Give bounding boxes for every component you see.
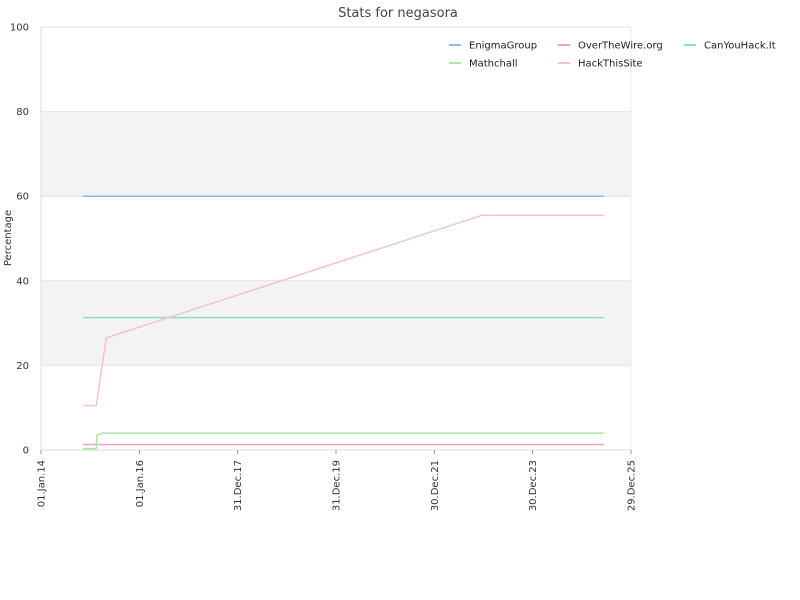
legend-label-0: EnigmaGroup	[469, 41, 537, 52]
legend-label-2: CanYouHack.It	[704, 41, 776, 52]
chart-title: Stats for negasora	[338, 6, 458, 21]
x-tick-label-2: 31.Dec.17	[233, 460, 244, 511]
x-tick-label-3: 31.Dec.19	[332, 460, 343, 511]
y-axis-label: Percentage	[3, 210, 14, 266]
band-20-40	[41, 280, 631, 366]
legend-label-1: OverTheWire.org	[578, 41, 663, 52]
series-lines	[83, 195, 604, 450]
x-tick-label-4: 30.Dec.21	[430, 460, 441, 511]
y-tick-label-80: 80	[16, 107, 29, 118]
y-tick-label-0: 0	[23, 446, 29, 457]
series-line-3	[83, 432, 604, 450]
legend-label-3: Mathchall	[469, 59, 518, 70]
background-bands	[41, 27, 631, 450]
y-tick-label-20: 20	[16, 361, 29, 372]
y-tick-label-100: 100	[10, 23, 29, 34]
band-60-80	[41, 111, 631, 197]
y-tick-label-40: 40	[16, 276, 29, 287]
y-tick-label-60: 60	[16, 192, 29, 203]
legend: EnigmaGroup OverTheWire.org CanYouHack.It M…	[449, 41, 776, 70]
x-tick-label-0: 01.Jan.14	[37, 460, 48, 507]
x-tick-label-5: 30.Dec.23	[528, 460, 539, 511]
series-line-4	[83, 214, 604, 407]
legend-label-4: HackThisSite	[578, 59, 643, 70]
x-tick-label-1: 01.Jan.16	[135, 460, 146, 507]
axes: 0 20 40 60 80 100 01.Jan.14 01.Jan.16 31.Dec.17 3…	[10, 23, 638, 512]
plot-area	[41, 27, 631, 450]
x-tick-label-6: 29.Dec.25	[627, 460, 638, 511]
